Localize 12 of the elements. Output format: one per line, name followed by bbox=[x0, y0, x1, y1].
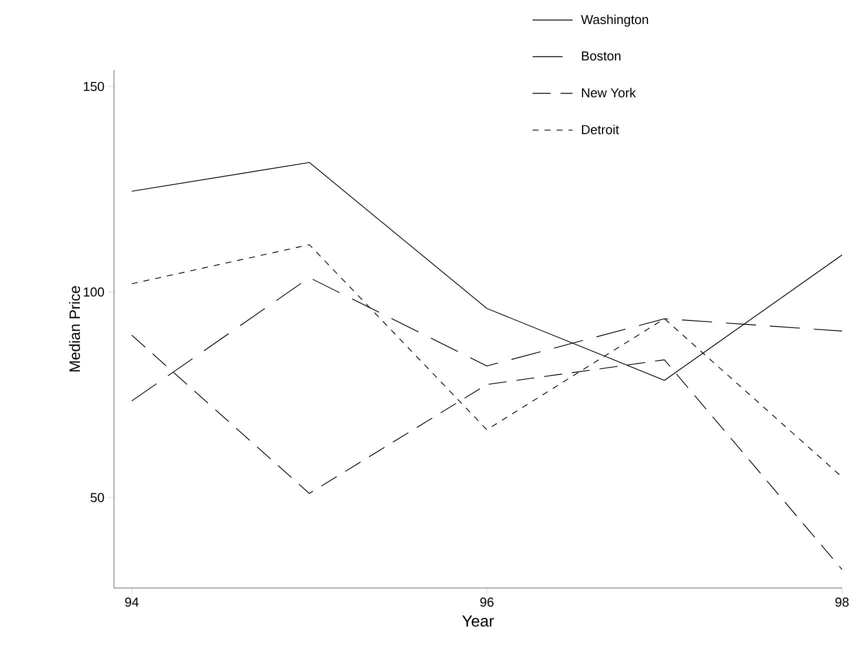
y-tick-label: 150 bbox=[84, 82, 104, 92]
legend-label: New York bbox=[582, 88, 636, 98]
y-tick-label: 50 bbox=[90, 492, 104, 502]
legend-label: Washington bbox=[581, 14, 648, 27]
x-axis-title: Year bbox=[462, 616, 494, 627]
x-tick-label: 94 bbox=[125, 598, 139, 607]
x-tick-label: 96 bbox=[480, 598, 494, 607]
y-tick-label: 100 bbox=[84, 287, 104, 297]
legend-label: Boston bbox=[582, 51, 620, 61]
legend-label: Detroit bbox=[582, 124, 619, 134]
y-axis-title: Median Price bbox=[69, 286, 80, 372]
x-tick-label: 98 bbox=[835, 598, 849, 607]
